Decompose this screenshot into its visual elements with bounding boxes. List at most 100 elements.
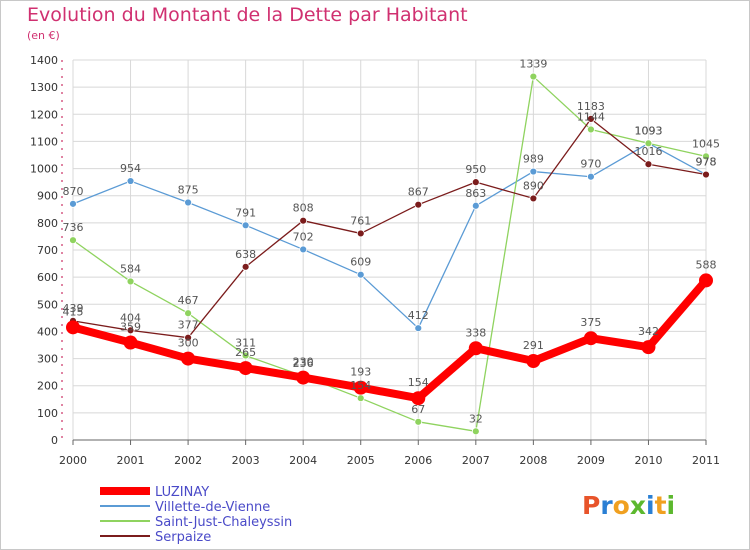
data-label: 467 xyxy=(178,294,199,307)
data-label: 588 xyxy=(696,258,717,271)
data-label: 311 xyxy=(235,337,256,350)
data-point xyxy=(471,427,480,436)
data-label: 638 xyxy=(235,248,256,261)
data-label: 867 xyxy=(408,186,429,199)
data-point xyxy=(587,115,595,123)
legend-label: LUZINAY xyxy=(155,485,209,500)
data-label: 1093 xyxy=(634,124,662,137)
legend: LUZINAYVillette-de-VienneSaint-Just-Chal… xyxy=(100,485,292,545)
data-point xyxy=(702,152,710,161)
logo-letter: x xyxy=(629,491,646,520)
data-point xyxy=(241,262,250,271)
logo-letter: i xyxy=(646,491,655,520)
proxiti-logo: Proxiti xyxy=(582,491,675,520)
data-label: 154 xyxy=(408,376,429,389)
data-label: 702 xyxy=(293,230,314,243)
data-point xyxy=(296,370,311,385)
data-point xyxy=(583,331,598,346)
data-point xyxy=(356,229,365,238)
data-point xyxy=(69,199,77,208)
data-point xyxy=(356,394,365,403)
y-tick-label: 400 xyxy=(37,325,58,338)
x-tick-label: 2011 xyxy=(692,454,720,467)
x-tick-label: 2003 xyxy=(232,454,260,467)
series-line-serpaize xyxy=(72,118,707,339)
axes: 0 100 200 300 400 500 600 700 800 900 1000 1100 1200… xyxy=(30,54,720,467)
data-point xyxy=(184,198,192,207)
data-label: 1339 xyxy=(519,58,547,71)
unit-label: (en €) xyxy=(27,29,60,42)
data-label: 300 xyxy=(178,337,199,350)
data-label: 404 xyxy=(120,311,141,324)
data-label: 230 xyxy=(293,356,314,369)
data-label: 291 xyxy=(523,339,544,352)
data-label: 338 xyxy=(465,326,486,339)
data-point xyxy=(123,335,138,350)
data-point xyxy=(241,221,250,230)
data-label: 950 xyxy=(465,163,486,176)
series-line-saint-just-chaleyssin xyxy=(72,75,707,432)
data-label: 32 xyxy=(469,412,483,425)
y-tick-label: 800 xyxy=(37,217,58,230)
data-label: 791 xyxy=(235,206,256,219)
data-point xyxy=(471,201,480,210)
x-tick-label: 2005 xyxy=(347,454,375,467)
data-label: 808 xyxy=(293,202,314,215)
y-tick-label: 500 xyxy=(37,298,58,311)
y-tick-label: 1400 xyxy=(30,54,58,67)
data-point xyxy=(299,245,308,254)
data-labels: 870 954 875 791 702 609 412 863 989 970 1093 978 736… xyxy=(63,58,721,426)
series-line-villette-de-vienne xyxy=(72,142,707,329)
data-point xyxy=(353,380,368,395)
data-label: 978 xyxy=(696,156,717,169)
data-point xyxy=(587,125,595,134)
data-point xyxy=(69,236,77,245)
data-point xyxy=(411,391,426,406)
data-label: 375 xyxy=(580,316,601,329)
x-tick-label: 2007 xyxy=(462,454,490,467)
y-tick-label: 700 xyxy=(37,244,58,257)
data-point xyxy=(471,178,480,187)
logo-letter: i xyxy=(666,491,676,520)
data-label: 236 xyxy=(293,357,314,370)
data-point xyxy=(184,333,192,342)
legend-label: Villette-de-Vienne xyxy=(155,500,270,515)
data-label: 1016 xyxy=(634,145,662,158)
data-label: 890 xyxy=(523,179,544,192)
data-point xyxy=(184,309,192,318)
data-label: 1144 xyxy=(577,110,605,123)
data-label: 761 xyxy=(350,214,371,227)
data-label: 1183 xyxy=(577,100,605,113)
logo-letter: r xyxy=(600,491,613,520)
x-tick-label: 2006 xyxy=(404,454,432,467)
x-tick-label: 2010 xyxy=(634,454,662,467)
y-tick-label: 1100 xyxy=(30,135,58,148)
data-point xyxy=(414,417,423,426)
x-tick-label: 2009 xyxy=(577,454,605,467)
data-label: 970 xyxy=(580,158,601,171)
legend-label: Serpaize xyxy=(155,530,211,545)
data-label: 875 xyxy=(178,184,199,197)
data-point xyxy=(414,200,423,209)
logo-letter: t xyxy=(654,491,667,520)
y-tick-label: 1300 xyxy=(30,81,58,94)
data-point xyxy=(126,326,135,335)
y-tick-label: 1200 xyxy=(30,108,58,121)
data-label: 415 xyxy=(63,305,84,318)
data-label: 377 xyxy=(178,319,199,332)
logo-letter: P xyxy=(582,491,601,520)
y-tick-label: 300 xyxy=(37,353,58,366)
series-line-luzinay xyxy=(69,276,710,403)
data-point xyxy=(356,270,365,279)
data-label: 609 xyxy=(350,256,371,269)
x-tick-label: 2000 xyxy=(59,454,87,467)
data-point xyxy=(66,320,80,335)
data-label: 265 xyxy=(235,346,256,359)
y-tick-label: 600 xyxy=(37,271,58,284)
data-label: 154 xyxy=(350,379,371,392)
y-tick-label: 1000 xyxy=(30,163,58,176)
logo-letter: o xyxy=(612,491,630,520)
series-lines xyxy=(66,72,713,436)
data-point xyxy=(644,160,653,169)
